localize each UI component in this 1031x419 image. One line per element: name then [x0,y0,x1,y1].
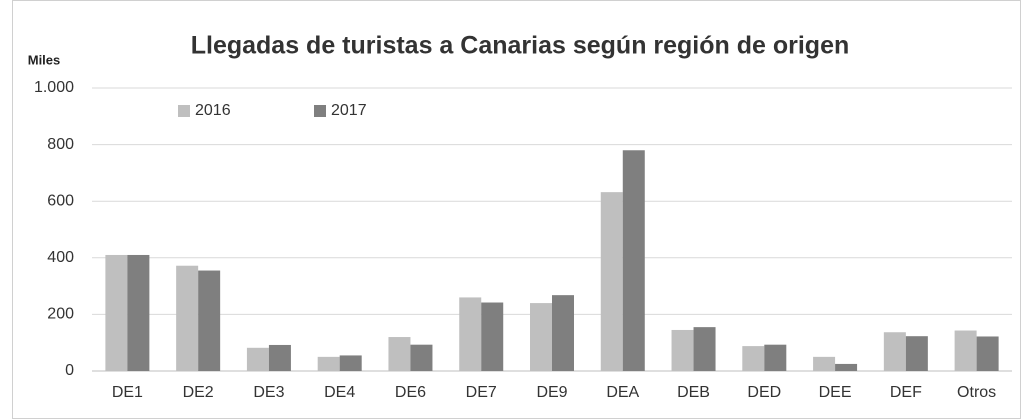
legend-swatch [314,105,326,117]
bar [883,332,906,371]
x-tick-label: DEE [819,384,852,401]
x-tick-label: DED [747,384,781,401]
bar [176,265,199,371]
bar [976,336,999,371]
x-tick-label: DEF [890,384,922,401]
bar [388,337,411,371]
x-tick-label: DE6 [395,384,426,401]
bar [246,347,269,371]
y-tick-label: 800 [47,136,74,153]
x-tick-label: DE3 [253,384,284,401]
legend-swatch [178,105,190,117]
x-tick-label: DE2 [183,384,214,401]
y-tick-label: 600 [47,192,74,209]
x-tick-label: DEB [677,384,710,401]
x-tick-label: DEA [606,384,639,401]
legend-label: 2016 [195,102,231,119]
y-tick-label: 400 [47,249,74,266]
bar [764,344,787,371]
bar [742,346,765,371]
chart-title: Llegadas de turistas a Canarias según re… [191,32,850,60]
bar [835,363,858,371]
x-tick-label: DE7 [466,384,497,401]
bar [671,329,694,371]
bar [410,344,433,371]
bar [317,356,340,371]
bar [127,254,150,371]
bar [622,150,645,371]
bar [813,356,836,371]
bar [600,192,623,371]
x-tick-label: DE9 [536,384,567,401]
y-tick-label: 200 [47,306,74,323]
chart-frame [12,0,1021,419]
y-tick-label: 0 [65,362,74,379]
bar [198,270,221,371]
legend-label: 2017 [331,102,367,119]
y-tick-label: 1.000 [34,79,74,96]
bar [552,295,574,371]
bar [105,254,128,371]
x-tick-label: DE4 [324,384,355,401]
bar [268,344,291,371]
bar [459,297,482,371]
bar [530,303,552,371]
x-tick-label: Otros [957,384,996,401]
bar [954,330,977,371]
bar [693,327,716,371]
x-tick-label: DE1 [112,384,143,401]
bar [481,302,504,371]
bar [339,355,362,371]
bar [905,336,928,371]
y-axis-label: Miles [28,52,61,67]
